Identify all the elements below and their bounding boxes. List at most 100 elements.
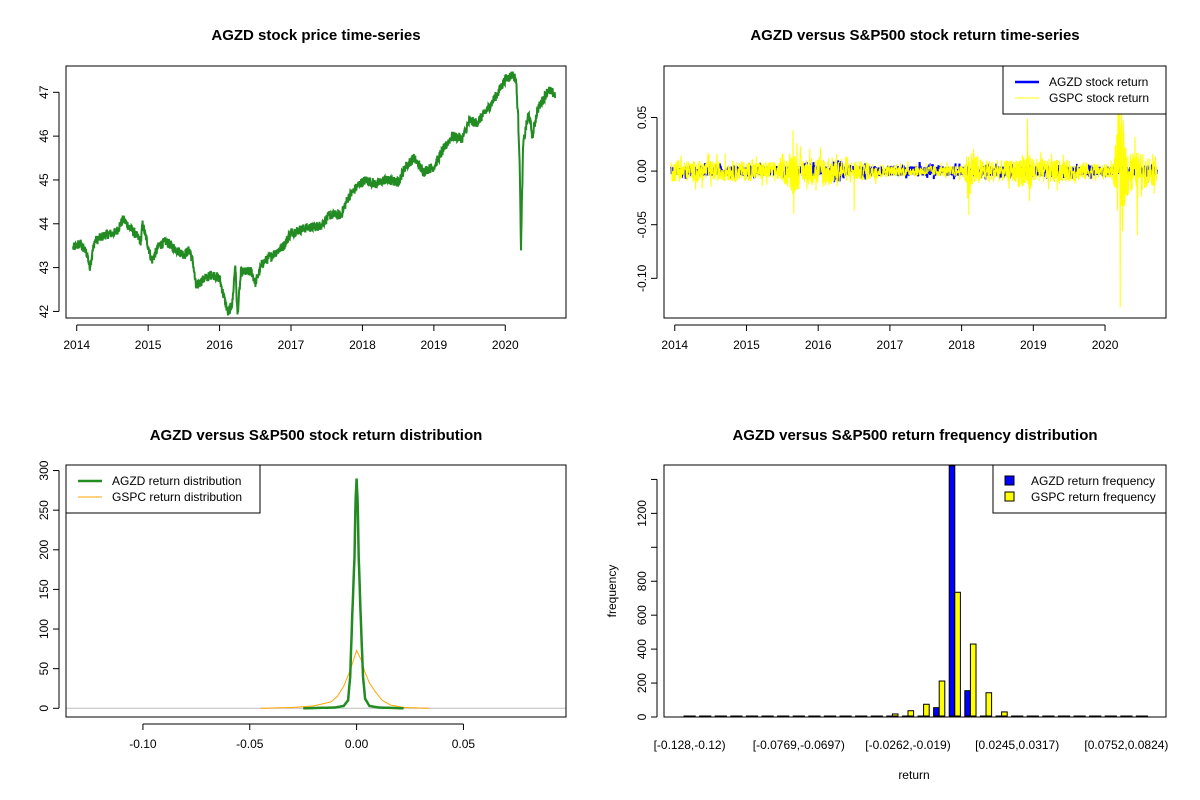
gspc-frequency-bar xyxy=(923,703,930,717)
gspc-frequency-bar xyxy=(1016,715,1024,717)
x-tick-label: 2017 xyxy=(877,338,904,352)
gspc-frequency-bar xyxy=(704,715,712,717)
gspc-frequency-bar xyxy=(860,715,868,717)
x-tick-label: 2017 xyxy=(278,338,305,352)
chart-title: AGZD stock price time-series xyxy=(211,27,420,44)
agzd-frequency-bar xyxy=(1135,715,1143,717)
gspc-frequency-bar xyxy=(720,715,727,717)
agzd-frequency-bar xyxy=(917,715,925,717)
gspc-frequency-bar xyxy=(1094,715,1102,717)
panel-2: AGZD versus S&P500 stock return time-ser… xyxy=(635,27,1167,352)
legend: AGZD stock return GSPC stock return xyxy=(1002,65,1167,115)
agzd-frequency-bar xyxy=(901,715,909,717)
x-axis: 2014 2015 2016 2017 2018 2019 2020 xyxy=(63,324,519,352)
plot-area xyxy=(683,465,1149,717)
y-tick-label: 47 xyxy=(37,85,51,99)
agzd-frequency-bar xyxy=(933,707,940,717)
legend: AGZD return frequency GSPC return frequen… xyxy=(992,464,1167,514)
y-tick-label: 200 xyxy=(635,673,649,693)
gspc-frequency-bar xyxy=(798,715,805,717)
agzd-frequency-bar xyxy=(777,715,784,717)
y-tick-label: 45 xyxy=(37,173,51,187)
y-tick-label: -0.10 xyxy=(635,264,649,292)
x-axis-title: return xyxy=(898,768,929,782)
x-tick-label: -0.10 xyxy=(129,737,157,751)
agzd-frequency-bar xyxy=(1026,715,1034,717)
chart-title: AGZD versus S&P500 return frequency dist… xyxy=(732,427,1097,444)
gspc-frequency-bar xyxy=(1032,715,1039,717)
y-tick-label: 0 xyxy=(635,713,649,720)
legend-label: AGZD return frequency xyxy=(1031,474,1155,488)
agzd-frequency-bar xyxy=(808,715,815,717)
gspc-frequency-bar xyxy=(689,715,696,717)
plot-area xyxy=(670,74,1158,308)
gspc-frequency-bar xyxy=(907,710,915,717)
agzd-frequency-bar xyxy=(683,715,691,717)
gspc-frequency-bar xyxy=(876,715,883,717)
gspc-frequency-bar xyxy=(1141,715,1149,717)
panel-1: AGZD stock price time-series 42 43 44 45 46 47… xyxy=(37,27,567,352)
agzd-legend-swatch xyxy=(1004,475,1015,486)
legend-box xyxy=(1002,65,1167,115)
x-tick-label: 2016 xyxy=(805,338,832,352)
agzd-frequency-bar xyxy=(761,715,769,717)
legend-label: GSPC return distribution xyxy=(112,490,242,504)
x-tick-label: [-0.128,-0.12) xyxy=(654,738,726,752)
x-tick-label: [-0.0262,-0.019) xyxy=(865,738,950,752)
plot-area xyxy=(72,71,557,316)
legend-box xyxy=(992,464,1167,514)
x-tick-label: 2020 xyxy=(1092,338,1119,352)
x-tick-label: -0.05 xyxy=(236,737,264,751)
gspc-frequency-bar xyxy=(813,715,821,717)
agzd-frequency-bar xyxy=(1057,715,1065,717)
gspc-density-line xyxy=(260,648,430,709)
chart-title: AGZD versus S&P500 stock return distribu… xyxy=(150,427,483,444)
agzd-frequency-bar xyxy=(1073,715,1081,717)
gspc-frequency-bar xyxy=(829,715,837,717)
x-axis: -0.10 -0.05 0.00 0.05 xyxy=(129,723,475,751)
plot-frame xyxy=(65,65,567,319)
y-tick-label: 300 xyxy=(37,460,51,480)
x-tick-label: 2016 xyxy=(206,338,233,352)
agzd-frequency-bar xyxy=(979,715,987,717)
chart-title: AGZD versus S&P500 stock return time-ser… xyxy=(750,27,1079,44)
y-tick-label: 200 xyxy=(37,539,51,559)
gspc-frequency-bar xyxy=(782,715,790,717)
x-tick-label: 2014 xyxy=(63,338,90,352)
y-tick-label: 100 xyxy=(37,619,51,639)
agzd-frequency-bar xyxy=(1120,715,1127,717)
y-tick-label: 46 xyxy=(37,129,51,143)
agzd-frequency-bar xyxy=(886,715,893,717)
agzd-frequency-bar xyxy=(1042,715,1049,717)
panel-4: AGZD versus S&P500 return frequency dist… xyxy=(605,427,1168,782)
gspc-frequency-bar xyxy=(1047,715,1055,717)
x-tick-label: 0.00 xyxy=(345,737,369,751)
gspc-frequency-bar xyxy=(1001,711,1008,717)
agzd-frequency-bar xyxy=(1011,715,1018,717)
legend-label: AGZD stock return xyxy=(1049,75,1148,89)
y-tick-label: 0.05 xyxy=(635,105,649,129)
agzd-frequency-bar xyxy=(995,715,1003,717)
y-tick-label: 42 xyxy=(37,304,51,318)
y-tick-label: 800 xyxy=(635,571,649,591)
gspc-legend-swatch xyxy=(1004,491,1015,502)
gspc-frequency-bar xyxy=(969,643,977,717)
agzd-frequency-bar xyxy=(699,715,706,717)
y-tick-label: 44 xyxy=(37,217,51,231)
y-axis: 0 200 400 600 800 1200 xyxy=(635,478,658,720)
x-tick-label: 2019 xyxy=(421,338,448,352)
y-tick-label: 0.00 xyxy=(635,159,649,183)
agzd-frequency-bar xyxy=(870,715,878,717)
agzd-density-line xyxy=(303,478,404,710)
x-tick-label: 2018 xyxy=(948,338,975,352)
agzd-frequency-bar xyxy=(714,715,722,717)
gspc-frequency-bar xyxy=(1125,715,1133,717)
agzd-frequency-bar xyxy=(948,465,956,717)
x-tick-label: 2019 xyxy=(1020,338,1047,352)
y-tick-label: 0 xyxy=(37,705,51,712)
gspc-frequency-bar xyxy=(1110,715,1117,717)
y-tick-label: 150 xyxy=(37,579,51,599)
gspc-return-line xyxy=(670,74,1158,308)
y-axis: 42 43 44 45 46 47 xyxy=(37,85,60,318)
